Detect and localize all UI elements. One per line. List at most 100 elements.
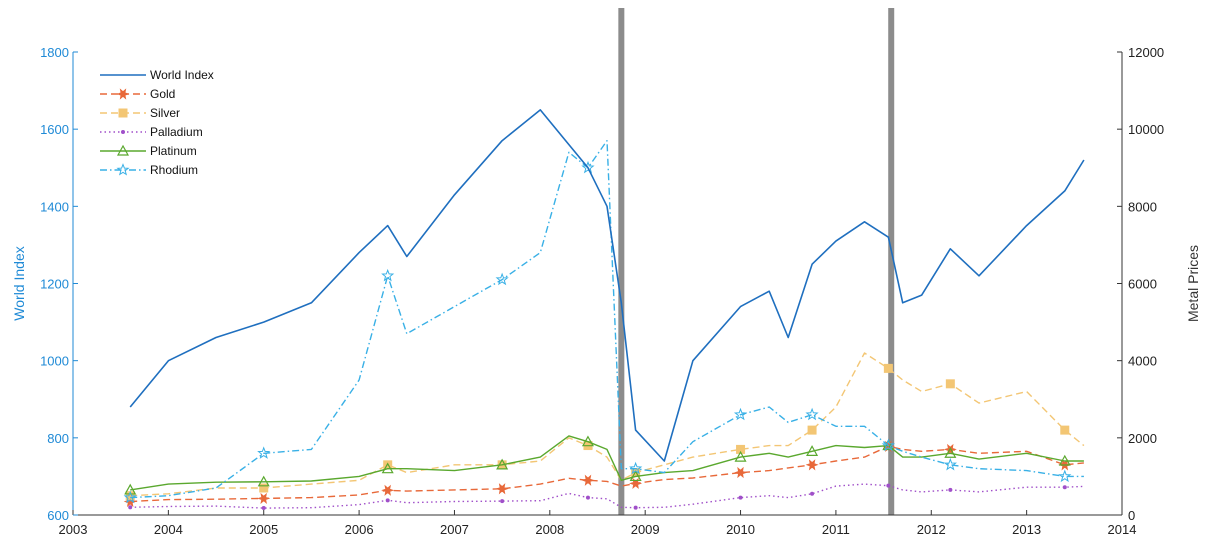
- x-tick-label: 2003: [59, 522, 88, 537]
- point-silver: [259, 483, 269, 493]
- point-gold: [257, 492, 271, 504]
- x-tick-label: 2007: [440, 522, 469, 537]
- point-platinum: [629, 470, 642, 482]
- point-palladium: [261, 506, 266, 511]
- legend-marker-platinum: [116, 144, 130, 156]
- point-platinum: [1058, 454, 1071, 466]
- series-palladium: [128, 483, 1084, 511]
- legend-marker-silver: [118, 108, 128, 118]
- point-gold: [629, 477, 643, 489]
- left-tick-label: 1000: [40, 354, 69, 369]
- event-marker-2: [888, 8, 895, 515]
- point-rhodium: [123, 490, 137, 504]
- line-silver: [130, 352, 1085, 497]
- series-lines: [123, 109, 1085, 511]
- legend-item-platinum: Platinum: [100, 144, 197, 158]
- event-markers: [618, 8, 895, 515]
- point-palladium: [810, 491, 815, 496]
- legend-marker-rhodium: [116, 163, 130, 176]
- x-tick-label: 2014: [1108, 522, 1137, 537]
- right-tick-label: 12000: [1128, 45, 1164, 60]
- point-silver: [1060, 425, 1070, 435]
- point-silver: [736, 444, 746, 454]
- series-rhodium: [123, 139, 1084, 504]
- left-tick-label: 1200: [40, 277, 69, 292]
- point-platinum: [496, 458, 509, 470]
- legend-box: [96, 64, 214, 182]
- line-platinum: [130, 435, 1084, 491]
- legend-label-rhodium: Rhodium: [150, 163, 198, 177]
- point-palladium: [500, 499, 505, 504]
- left-axis-title: World Index: [11, 246, 27, 320]
- legend-item-palladium: Palladium: [100, 125, 203, 139]
- point-gold: [381, 484, 395, 496]
- point-platinum: [806, 445, 819, 456]
- point-rhodium: [805, 407, 819, 421]
- left-tick-label: 800: [47, 431, 69, 446]
- point-palladium: [633, 505, 638, 510]
- line-world-index: [129, 109, 1085, 462]
- point-silver: [807, 425, 817, 435]
- right-tick-label: 2000: [1128, 431, 1157, 446]
- legend-label-platinum: Platinum: [150, 144, 197, 158]
- left-tick-label: 1400: [40, 199, 69, 214]
- point-platinum: [734, 450, 747, 462]
- left-tick-label: 600: [47, 508, 69, 523]
- left-tick-label: 1800: [40, 45, 69, 60]
- legend-item-gold: Gold: [100, 87, 175, 101]
- point-palladium: [585, 495, 590, 500]
- legend-label-silver: Silver: [150, 106, 180, 120]
- point-rhodium: [629, 461, 643, 475]
- x-tick-label: 2011: [822, 522, 850, 537]
- point-palladium: [886, 483, 891, 488]
- point-platinum: [944, 447, 957, 458]
- point-silver: [883, 363, 893, 373]
- point-palladium: [1062, 485, 1067, 490]
- legend-item-silver: Silver: [100, 106, 180, 120]
- legend-label-world-index: World Index: [150, 68, 214, 82]
- right-tick-label: 6000: [1128, 277, 1157, 292]
- series-silver: [125, 352, 1085, 501]
- legend-marker-palladium: [121, 130, 125, 134]
- x-tick-label: 2005: [249, 522, 278, 537]
- x-tick-label: 2013: [1012, 522, 1041, 537]
- point-gold: [495, 483, 509, 495]
- series-platinum: [124, 435, 1084, 495]
- point-gold: [734, 466, 747, 479]
- point-platinum: [581, 435, 594, 447]
- legend-item-world-index: World Index: [100, 68, 214, 82]
- line-rhodium: [130, 139, 1084, 499]
- right-tick-label: 4000: [1128, 354, 1157, 369]
- event-marker-1: [618, 8, 625, 515]
- point-palladium: [128, 505, 133, 510]
- x-tick-label: 2009: [631, 522, 660, 537]
- right-axis-title: Metal Prices: [1185, 245, 1201, 322]
- left-tick-label: 1600: [40, 122, 69, 137]
- x-tick-label: 2004: [154, 522, 183, 537]
- x-tick-label: 2012: [917, 522, 946, 537]
- point-platinum: [257, 475, 270, 487]
- x-tick-label: 2010: [726, 522, 755, 537]
- point-rhodium: [257, 446, 271, 459]
- point-rhodium: [733, 407, 748, 421]
- point-rhodium: [581, 160, 595, 174]
- point-platinum: [381, 462, 394, 474]
- point-platinum: [124, 483, 137, 495]
- point-rhodium: [881, 438, 895, 452]
- point-gold: [805, 459, 819, 471]
- axes: 2003 2004 2005 2006 2007 2008 2009 2010 2011 2012…: [40, 45, 1164, 537]
- x-tick-label: 2006: [345, 522, 374, 537]
- point-gold: [581, 474, 595, 486]
- point-rhodium: [1058, 469, 1072, 483]
- line-gold: [130, 445, 1084, 503]
- point-palladium: [385, 498, 390, 503]
- right-tick-label: 10000: [1128, 122, 1164, 137]
- right-tick-label: 8000: [1128, 199, 1157, 214]
- legend-label-gold: Gold: [150, 87, 175, 101]
- point-palladium: [738, 495, 743, 500]
- point-platinum: [882, 439, 895, 451]
- point-silver: [945, 379, 955, 389]
- legend-label-palladium: Palladium: [150, 125, 203, 139]
- series-world-index: [129, 109, 1085, 462]
